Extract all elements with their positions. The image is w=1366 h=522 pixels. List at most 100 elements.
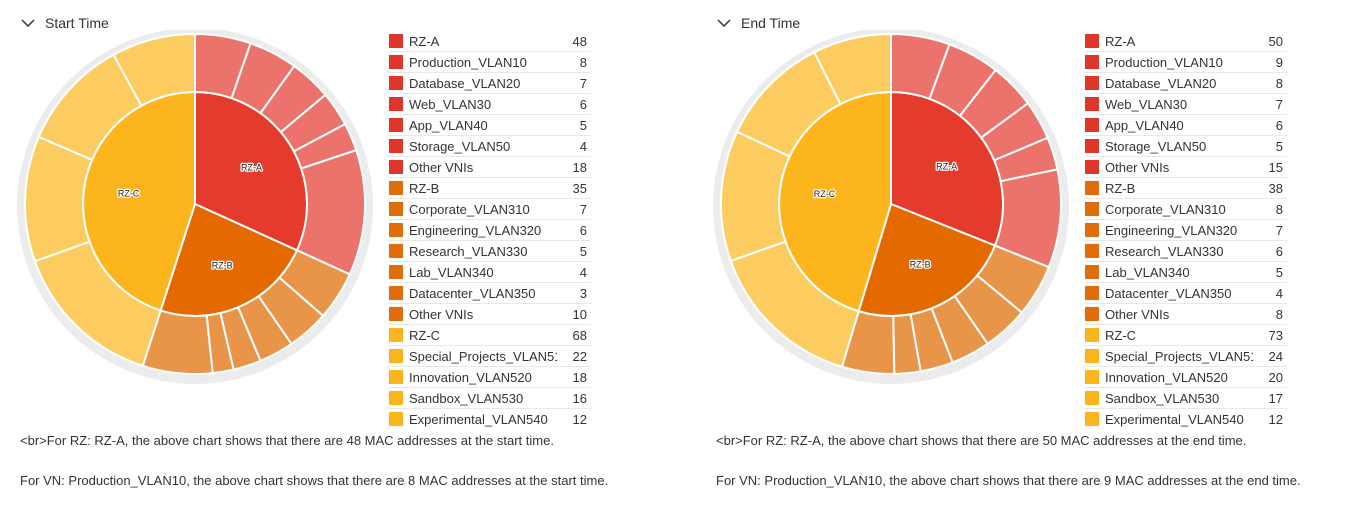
legend-swatch xyxy=(389,328,403,342)
legend-label: Research_VLAN330 xyxy=(409,243,528,259)
legend-item-rz-a-storage-vlan50[interactable]: Storage_VLAN50 4 xyxy=(388,136,591,157)
legend-value: 8 xyxy=(1275,75,1283,91)
legend-value: 18 xyxy=(572,369,587,385)
legend-label: Experimental_VLAN540 xyxy=(1105,411,1244,427)
legend-item-rz-b-research-vlan330[interactable]: Research_VLAN330 5 xyxy=(388,241,591,262)
legend-label: Production_VLAN10 xyxy=(409,54,527,70)
legend-value: 10 xyxy=(572,306,587,322)
legend-item-rz-b-engineering-vlan320[interactable]: Engineering_VLAN320 6 xyxy=(388,220,591,241)
legend-item-rz-a-app-vlan40[interactable]: App_VLAN40 5 xyxy=(388,115,591,136)
legend-label: Lab_VLAN340 xyxy=(1105,264,1190,280)
legend-swatch xyxy=(1085,139,1099,153)
legend-item-rz-b-corporate-vlan310[interactable]: Corporate_VLAN310 8 xyxy=(1084,199,1287,220)
legend-item-rz-c-experimental-vlan540[interactable]: Experimental_VLAN540 12 xyxy=(1084,409,1287,429)
legend-value: 7 xyxy=(579,201,587,217)
legend-item-rz-b-datacenter-vlan350[interactable]: Datacenter_VLAN350 4 xyxy=(1084,283,1287,304)
legend-label: Datacenter_VLAN350 xyxy=(1105,285,1232,301)
legend-label: Sandbox_VLAN530 xyxy=(1105,390,1220,406)
slice-label-rz-a: RZ-A xyxy=(241,163,262,173)
legend-item-rz-c-innovation-vlan520[interactable]: Innovation_VLAN520 18 xyxy=(388,367,591,388)
legend-item-rz-a[interactable]: RZ-A 50 xyxy=(1084,31,1287,52)
legend-item-rz-c-special-projects-vlan510[interactable]: Special_Projects_VLAN510 24 xyxy=(1084,346,1287,367)
legend-item-rz-a-other-vnis[interactable]: Other VNIs 15 xyxy=(1084,157,1287,178)
legend-swatch xyxy=(389,223,403,237)
legend-item-rz-b-other-vnis[interactable]: Other VNIs 8 xyxy=(1084,304,1287,325)
legend-label: Storage_VLAN50 xyxy=(409,138,511,154)
legend-swatch xyxy=(1085,181,1099,195)
legend-item-rz-b-lab-vlan340[interactable]: Lab_VLAN340 4 xyxy=(388,262,591,283)
legend-swatch xyxy=(1085,391,1099,405)
legend-item-rz-c-special-projects-vlan510[interactable]: Special_Projects_VLAN510 22 xyxy=(388,346,591,367)
legend-value: 4 xyxy=(1275,285,1283,301)
legend-item-rz-c[interactable]: RZ-C 73 xyxy=(1084,325,1287,346)
legend-label: RZ-A xyxy=(409,33,440,49)
legend-swatch xyxy=(389,97,403,111)
slice-rz-c-experimental-vlan540[interactable] xyxy=(812,32,892,106)
panel-title: End Time xyxy=(741,15,801,31)
legend-value: 7 xyxy=(1275,222,1283,238)
legend-item-rz-a-other-vnis[interactable]: Other VNIs 18 xyxy=(388,157,591,178)
legend-item-rz-c[interactable]: RZ-C 68 xyxy=(388,325,591,346)
legend-label: Corporate_VLAN310 xyxy=(1105,201,1226,217)
legend-item-rz-b-research-vlan330[interactable]: Research_VLAN330 6 xyxy=(1084,241,1287,262)
legend-swatch xyxy=(1085,223,1099,237)
legend-swatch xyxy=(389,244,403,258)
legend-swatch xyxy=(1085,307,1099,321)
vn-note: For VN: Production_VLAN10, the above cha… xyxy=(20,473,609,488)
legend-swatch xyxy=(1085,202,1099,216)
legend-label: Sandbox_VLAN530 xyxy=(409,390,524,406)
chevron-down-icon[interactable] xyxy=(716,15,732,31)
legend-label: Datacenter_VLAN350 xyxy=(409,285,536,301)
legend-value: 73 xyxy=(1268,327,1283,343)
legend-item-rz-b-engineering-vlan320[interactable]: Engineering_VLAN320 7 xyxy=(1084,220,1287,241)
slice-rz-c-experimental-vlan540[interactable] xyxy=(112,32,196,108)
legend-item-rz-b[interactable]: RZ-B 38 xyxy=(1084,178,1287,199)
legend-value: 7 xyxy=(579,75,587,91)
legend-label: RZ-A xyxy=(1105,33,1136,49)
legend-item-rz-a-production-vlan10[interactable]: Production_VLAN10 9 xyxy=(1084,52,1287,73)
legend-item-rz-c-experimental-vlan540[interactable]: Experimental_VLAN540 12 xyxy=(388,409,591,429)
legend-swatch xyxy=(389,265,403,279)
legend-swatch xyxy=(389,412,403,426)
legend-swatch xyxy=(1085,118,1099,132)
start-time-header[interactable]: Start Time xyxy=(20,13,109,33)
legend-swatch xyxy=(389,76,403,90)
legend-item-rz-b-datacenter-vlan350[interactable]: Datacenter_VLAN350 3 xyxy=(388,283,591,304)
end-time-header[interactable]: End Time xyxy=(716,13,800,33)
legend-swatch xyxy=(1085,370,1099,384)
legend-value: 8 xyxy=(579,54,587,70)
legend-label: Storage_VLAN50 xyxy=(1105,138,1207,154)
slice-label-rz-b: RZ-B xyxy=(910,260,931,270)
legend-label: Special_Projects_VLAN510 xyxy=(1105,348,1253,364)
legend-value: 8 xyxy=(1275,201,1283,217)
panel-title: Start Time xyxy=(45,15,109,31)
legend-label: RZ-B xyxy=(1105,180,1136,196)
legend-item-rz-a-production-vlan10[interactable]: Production_VLAN10 8 xyxy=(388,52,591,73)
legend-item-rz-a-web-vlan30[interactable]: Web_VLAN30 6 xyxy=(388,94,591,115)
legend-item-rz-a-app-vlan40[interactable]: App_VLAN40 6 xyxy=(1084,115,1287,136)
legend-item-rz-b[interactable]: RZ-B 35 xyxy=(388,178,591,199)
legend-swatch xyxy=(389,34,403,48)
rz-note: <br>For RZ: RZ-A, the above chart shows … xyxy=(20,433,554,448)
legend-label: Other VNIs xyxy=(409,306,474,322)
legend-item-rz-a-storage-vlan50[interactable]: Storage_VLAN50 5 xyxy=(1084,136,1287,157)
legend-value: 5 xyxy=(579,243,587,259)
legend-swatch xyxy=(1085,328,1099,342)
legend-value: 5 xyxy=(579,117,587,133)
legend-swatch xyxy=(389,349,403,363)
legend-item-rz-c-innovation-vlan520[interactable]: Innovation_VLAN520 20 xyxy=(1084,367,1287,388)
legend-item-rz-b-corporate-vlan310[interactable]: Corporate_VLAN310 7 xyxy=(388,199,591,220)
legend-swatch xyxy=(1085,34,1099,48)
legend-item-rz-b-other-vnis[interactable]: Other VNIs 10 xyxy=(388,304,591,325)
legend-label: Corporate_VLAN310 xyxy=(409,201,530,217)
legend-item-rz-b-lab-vlan340[interactable]: Lab_VLAN340 5 xyxy=(1084,262,1287,283)
legend-value: 5 xyxy=(1275,138,1283,154)
chart-legend: RZ-A 50 Production_VLAN10 9 Database_VLAN20 8… xyxy=(1084,31,1287,429)
legend-item-rz-a-database-vlan20[interactable]: Database_VLAN20 8 xyxy=(1084,73,1287,94)
legend-item-rz-a-web-vlan30[interactable]: Web_VLAN30 7 xyxy=(1084,94,1287,115)
legend-item-rz-c-sandbox-vlan530[interactable]: Sandbox_VLAN530 17 xyxy=(1084,388,1287,409)
legend-item-rz-a-database-vlan20[interactable]: Database_VLAN20 7 xyxy=(388,73,591,94)
legend-item-rz-c-sandbox-vlan530[interactable]: Sandbox_VLAN530 16 xyxy=(388,388,591,409)
chevron-down-icon[interactable] xyxy=(20,15,36,31)
legend-item-rz-a[interactable]: RZ-A 48 xyxy=(388,31,591,52)
